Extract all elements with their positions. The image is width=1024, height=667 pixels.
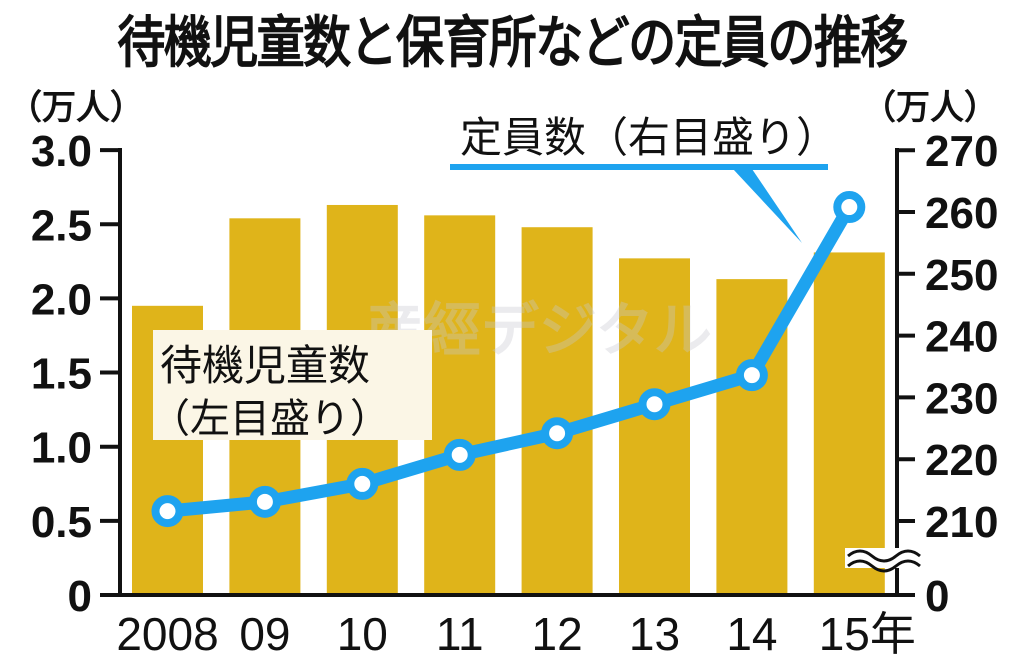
axes: 0 0.5 1.0 1.5 2.0 2.5 3.0 0 210 220 230 240 250 260 27… xyxy=(31,127,999,621)
legend-bar-sublabel: （左目盛り） xyxy=(150,396,390,442)
legend-bars: 待機児童数 （左目盛り） xyxy=(150,330,432,442)
callout-pointer xyxy=(733,169,802,243)
legend-bar-label: 待機児童数 xyxy=(160,341,370,390)
bar xyxy=(424,215,496,596)
legend-box xyxy=(153,330,432,440)
right-tick-label: 260 xyxy=(925,189,998,238)
right-tick-label: 230 xyxy=(925,374,998,423)
line-point xyxy=(443,438,476,471)
line-path xyxy=(166,203,855,518)
line-point xyxy=(833,191,866,224)
line-series xyxy=(151,191,866,528)
left-tick-label: 3.0 xyxy=(31,127,92,176)
left-tick-label: 2.5 xyxy=(31,201,92,250)
x-tick-label: 09 xyxy=(239,608,290,660)
x-tick-label: 14 xyxy=(726,608,777,660)
x-tick-label: 2008 xyxy=(116,608,218,660)
left-tick-label: 1.5 xyxy=(31,350,92,399)
bar xyxy=(813,252,885,595)
chart-title: 待機児童数と保育所などの定員の推移 xyxy=(117,11,908,76)
right-tick-label: 210 xyxy=(925,498,998,547)
right-axis-unit: （万人） xyxy=(862,88,998,128)
left-axis-unit: （万人） xyxy=(8,88,144,128)
legend-line-label: 定員数（右目盛り） xyxy=(460,113,838,162)
right-tick-label: 0 xyxy=(925,572,949,621)
axis-break-icon xyxy=(847,549,921,563)
x-tick-label: 12 xyxy=(532,608,583,660)
right-tick-label: 240 xyxy=(925,313,998,362)
x-tick-label: 13 xyxy=(629,608,680,660)
left-tick-label: 1.0 xyxy=(31,424,92,473)
line-point xyxy=(735,359,768,392)
bar xyxy=(521,227,593,595)
x-axis-labels: 2008 09 10 11 12 13 14 15年 xyxy=(116,608,916,660)
right-tick-label: 250 xyxy=(925,251,998,300)
line-point xyxy=(151,495,184,528)
line-point xyxy=(638,388,671,421)
right-tick-label: 220 xyxy=(925,436,998,485)
line-point xyxy=(346,467,379,500)
x-tick-label: 10 xyxy=(337,608,388,660)
x-tick-label: 11 xyxy=(436,608,484,660)
right-tick-label: 270 xyxy=(925,127,998,176)
x-tick-label: 15年 xyxy=(819,608,916,660)
line-point xyxy=(541,417,574,450)
bar xyxy=(619,258,690,595)
legend-line: 定員数（右目盛り） xyxy=(450,113,838,243)
left-tick-label: 2.0 xyxy=(31,275,92,324)
left-tick-label: 0 xyxy=(68,572,92,621)
line-point xyxy=(248,485,281,518)
left-tick-label: 0.5 xyxy=(31,498,92,547)
